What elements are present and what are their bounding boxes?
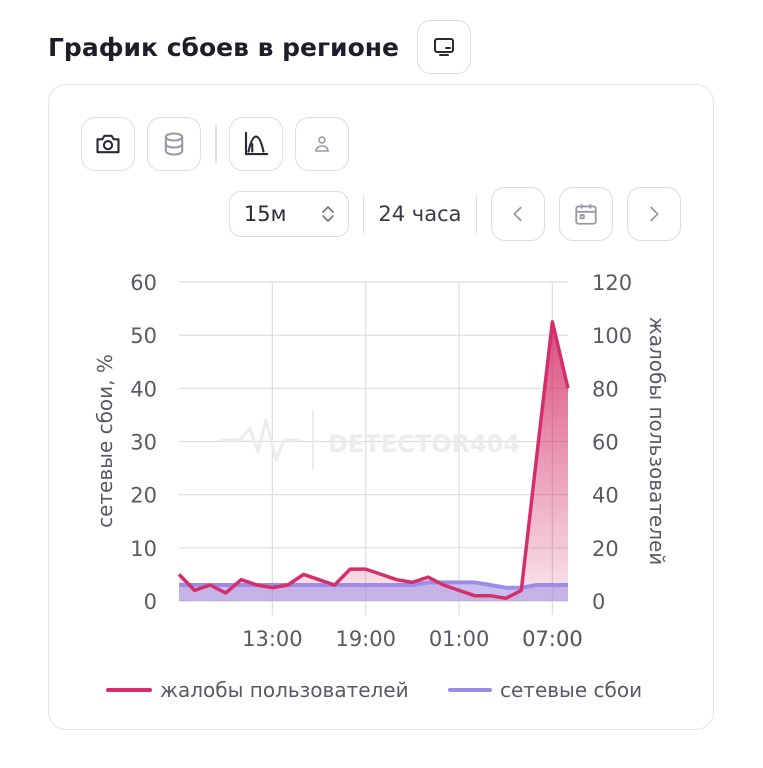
prev-period-button[interactable] [491,187,545,241]
camera-icon [96,134,120,154]
x-tick-label: 19:00 [335,627,396,651]
complaints-line [177,320,570,601]
chart-curve-icon [244,131,268,156]
legend-label-outages: сетевые сбои [500,678,642,702]
y2-tick-label: 0 [592,590,605,614]
user-icon [314,136,329,152]
y-tick-label: 40 [130,377,157,401]
y2-tick-label: 20 [592,537,619,561]
x-tick-label: 01:00 [429,627,490,651]
watermark: DETECTOR404 [220,410,520,470]
chart-type-button[interactable] [228,117,283,171]
screenshot-button[interactable] [81,117,135,171]
y2-tick-label: 120 [592,271,632,295]
toolbar-divider [215,125,217,163]
controls-divider [475,195,477,233]
y-tick-label: 0 [144,590,157,614]
y2-tick-label: 80 [592,377,619,401]
monitor-button[interactable] [416,20,471,74]
interval-select[interactable]: 15м [228,191,349,237]
range-label: 24 часа [378,202,462,226]
monitor-icon [433,38,454,56]
next-period-button[interactable] [627,187,681,241]
y2-tick-label: 100 [592,324,632,348]
page-title: График сбоев в регионе [48,32,399,62]
y-tick-label: 30 [130,431,157,455]
y-tick-label: 10 [130,537,157,561]
interval-value: 15м [243,202,287,226]
time-controls: 15м 24 часа [228,187,681,241]
database-icon [164,132,184,156]
legend-label-complaints: жалобы пользователей [160,678,409,702]
x-tick-label: 07:00 [522,627,583,651]
y-tick-label: 20 [130,484,157,508]
watermark-text: DETECTOR404 [328,430,520,458]
y2-tick-label: 40 [592,484,619,508]
chevron-updown-icon [322,206,334,222]
y2-axis-title: жалобы пользователей [645,317,669,566]
chart-card: 15м 24 часа [48,84,714,730]
chart-toolbar [81,117,361,171]
outages-line [179,580,568,590]
x-tick-label: 07:00 [522,627,583,651]
y-axis-title: сетевые сбои, % [93,354,117,528]
calendar-button[interactable] [559,187,613,241]
y2-tick-label: 60 [592,431,619,455]
calendar-icon [575,204,597,225]
y-tick-label: 60 [130,271,157,295]
data-button[interactable] [147,117,201,171]
complaints-area [179,321,568,601]
pulse-icon [220,418,300,462]
chevron-right-icon [650,206,659,222]
x-tick-label: 13:00 [242,627,303,651]
chevron-left-icon [513,206,522,222]
header: График сбоев в регионе [48,20,471,74]
user-view-button[interactable] [294,117,349,171]
controls-divider [362,195,365,233]
y-tick-label: 50 [130,324,157,348]
